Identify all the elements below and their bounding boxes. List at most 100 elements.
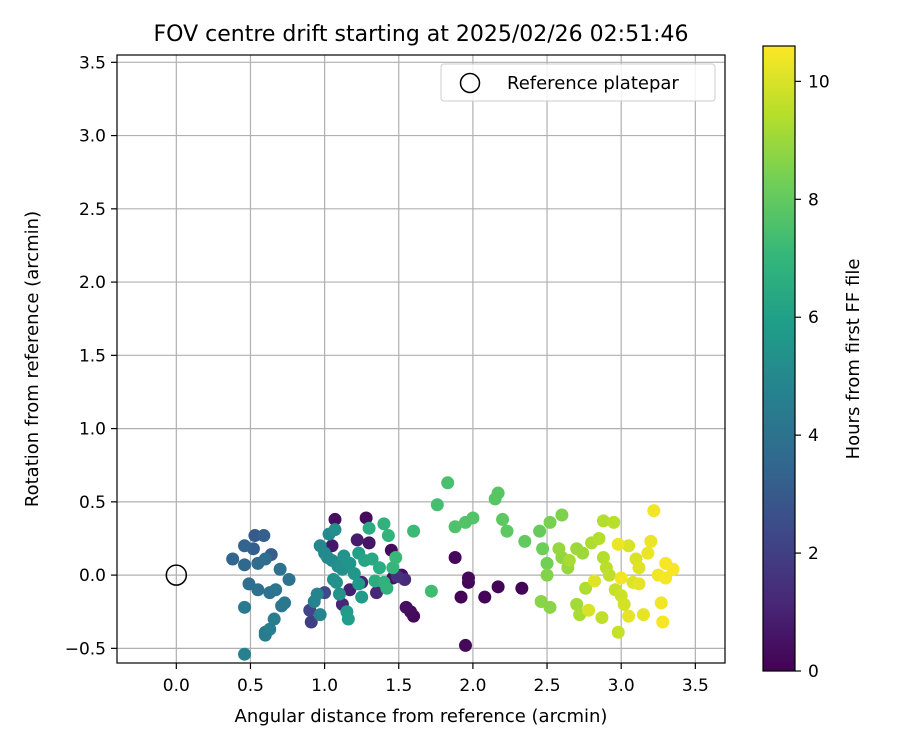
legend-box [440, 63, 716, 102]
x-tick-label: 0.5 [237, 676, 264, 696]
data-point [466, 511, 480, 525]
data-point [614, 571, 628, 585]
data-point [424, 584, 438, 598]
data-point [269, 583, 283, 597]
reference-point [165, 564, 188, 586]
data-point [570, 597, 584, 611]
data-point [251, 583, 265, 597]
x-axis-label: Angular distance from reference (arcmin) [235, 706, 608, 727]
data-point [380, 581, 394, 595]
data-point [454, 590, 468, 604]
data-point [632, 561, 646, 575]
data-point [617, 597, 631, 611]
data-point [282, 572, 296, 586]
grid-lines [117, 55, 725, 663]
colorbar-tick-label: 8 [808, 190, 819, 210]
data-point [588, 574, 602, 588]
data-point [370, 586, 384, 600]
data-point [257, 529, 271, 543]
data-point [362, 536, 376, 550]
data-point [579, 581, 593, 595]
data-point [576, 546, 590, 560]
data-point [654, 596, 668, 610]
data-point [313, 608, 327, 622]
data-point [500, 524, 514, 538]
data-point [347, 567, 361, 581]
colorbar-tick-label: 4 [808, 426, 819, 446]
data-point [461, 571, 475, 585]
y-tick-label: 2.0 [79, 273, 106, 293]
data-point [248, 529, 262, 543]
data-point [659, 571, 673, 585]
data-point [562, 553, 576, 567]
y-tick-label: 3.5 [79, 53, 106, 73]
data-point [328, 523, 342, 537]
data-point [238, 558, 252, 572]
data-point [515, 581, 529, 595]
x-axis-ticks: 0.0 0.5 1.0 1.5 2.0 2.5 3.0 3.5 [163, 663, 709, 696]
data-point [355, 590, 369, 604]
data-point [341, 612, 355, 626]
colorbar-ticks: 0 2 4 6 8 10 [795, 72, 830, 682]
data-point [478, 590, 492, 604]
data-point [275, 599, 289, 613]
colorbar-tick-label: 2 [808, 544, 819, 564]
data-point [263, 622, 277, 636]
data-point [533, 524, 547, 538]
data-point [622, 539, 636, 553]
data-point [458, 638, 472, 652]
data-point [238, 647, 252, 661]
y-axis-ticks: −0.5 0.0 0.5 1.0 1.5 2.0 2.5 3.0 3.5 [65, 53, 117, 659]
colorbar-tick-label: 0 [808, 662, 819, 682]
data-point [310, 587, 324, 601]
data-point [389, 551, 403, 565]
y-axis-label: Rotation from reference (arcmin) [22, 211, 43, 507]
y-tick-label: 3.0 [79, 127, 106, 147]
colorbar-label: Hours from first FF file [843, 259, 864, 460]
data-point [226, 552, 240, 566]
colorbar-tick-label: 10 [808, 72, 830, 92]
data-point [386, 561, 400, 575]
data-point [399, 600, 413, 614]
data-point [448, 551, 462, 565]
data-point [540, 556, 554, 570]
data-point [596, 514, 610, 528]
data-point [647, 504, 661, 518]
data-point [592, 531, 606, 545]
colorbar-tick-label: 6 [808, 308, 819, 328]
data-point [381, 529, 395, 543]
data-point [518, 534, 532, 548]
data-point [644, 534, 658, 548]
x-tick-label: 2.5 [534, 676, 561, 696]
x-tick-label: 0.0 [163, 676, 190, 696]
x-tick-label: 3.5 [682, 676, 709, 696]
x-tick-label: 2.0 [459, 676, 486, 696]
legend-label-reference: Reference platepar [507, 73, 679, 94]
y-tick-label: 2.5 [79, 200, 106, 220]
data-point [632, 577, 646, 591]
data-point [372, 561, 386, 575]
data-point [258, 552, 272, 566]
data-point [441, 476, 455, 490]
data-point [304, 615, 318, 629]
data-point [611, 625, 625, 639]
colorbar-gradient [762, 45, 796, 672]
data-point [329, 575, 343, 589]
data-points [226, 476, 680, 661]
data-point [582, 603, 596, 617]
data-point [267, 612, 281, 626]
data-point [552, 542, 566, 556]
data-point [602, 568, 616, 582]
data-point [596, 551, 610, 565]
data-point [622, 609, 636, 623]
data-point [332, 587, 346, 601]
data-point [343, 556, 357, 570]
data-point [540, 568, 554, 582]
data-point [328, 512, 342, 526]
x-tick-label: 1.0 [311, 676, 338, 696]
y-tick-label: 0.5 [79, 493, 106, 513]
y-tick-label: 0.0 [79, 566, 106, 586]
data-point [430, 498, 444, 512]
chart-title: FOV centre drift starting at 2025/02/26 … [154, 22, 689, 47]
data-point [238, 539, 252, 553]
